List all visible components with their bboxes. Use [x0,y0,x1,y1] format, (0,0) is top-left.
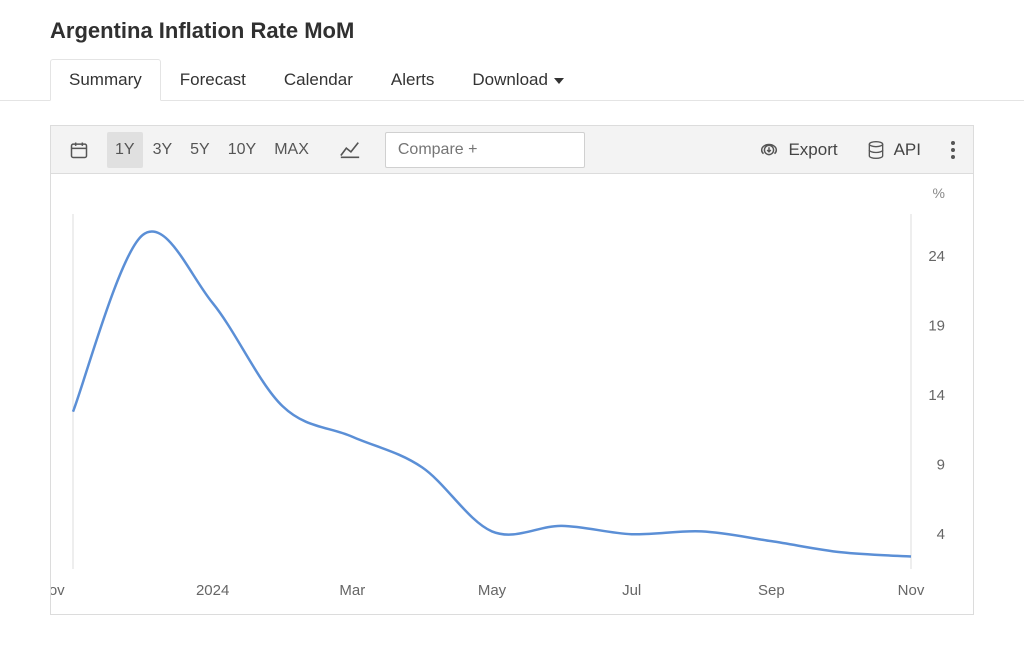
tab-alerts[interactable]: Alerts [372,59,453,101]
x-tick-label: Sep [758,582,785,599]
range-1y[interactable]: 1Y [107,132,143,168]
range-max[interactable]: MAX [266,132,317,168]
chart-type-icon[interactable] [329,132,371,168]
calendar-icon[interactable] [59,132,99,168]
x-tick-label: Mar [339,582,365,599]
y-tick-label: 14 [928,387,945,404]
compare-input[interactable] [385,132,585,168]
export-label: Export [788,140,837,160]
caret-down-icon [554,78,564,84]
range-3y[interactable]: 3Y [145,132,181,168]
y-tick-label: 19 [928,317,945,334]
range-10y[interactable]: 10Y [220,132,264,168]
tab-calendar[interactable]: Calendar [265,59,372,101]
x-tick-label: Nov [898,582,925,599]
range-group: 1Y3Y5Y10YMAX [107,132,317,168]
x-tick-label: Jul [622,582,641,599]
tabs: SummaryForecastCalendarAlertsDownload [0,58,1024,101]
x-tick-label: May [478,582,507,599]
export-button[interactable]: Export [746,132,849,168]
tab-download[interactable]: Download [453,59,583,101]
range-5y[interactable]: 5Y [182,132,218,168]
y-tick-label: 24 [928,248,945,265]
chart-toolbar: 1Y3Y5Y10YMAX Export API [51,126,973,174]
chart-svg: 4 9 14 19 24% Nov 2024 Mar May Jul Sep Nov [51,174,973,614]
x-tick-label: 2024 [196,582,229,599]
tab-summary[interactable]: Summary [50,59,161,101]
unit-label: % [933,185,945,201]
api-button[interactable]: API [854,132,933,168]
page-title: Argentina Inflation Rate MoM [0,0,1024,58]
tab-forecast[interactable]: Forecast [161,59,265,101]
series-line [73,231,911,556]
chart-container: 1Y3Y5Y10YMAX Export API [50,125,974,615]
y-tick-label: 9 [937,457,945,474]
plot-area: 4 9 14 19 24% Nov 2024 Mar May Jul Sep Nov [51,174,973,614]
more-menu-icon[interactable] [941,141,965,159]
api-label: API [894,140,921,160]
y-tick-label: 4 [937,526,945,543]
x-tick-label: Nov [51,582,65,599]
